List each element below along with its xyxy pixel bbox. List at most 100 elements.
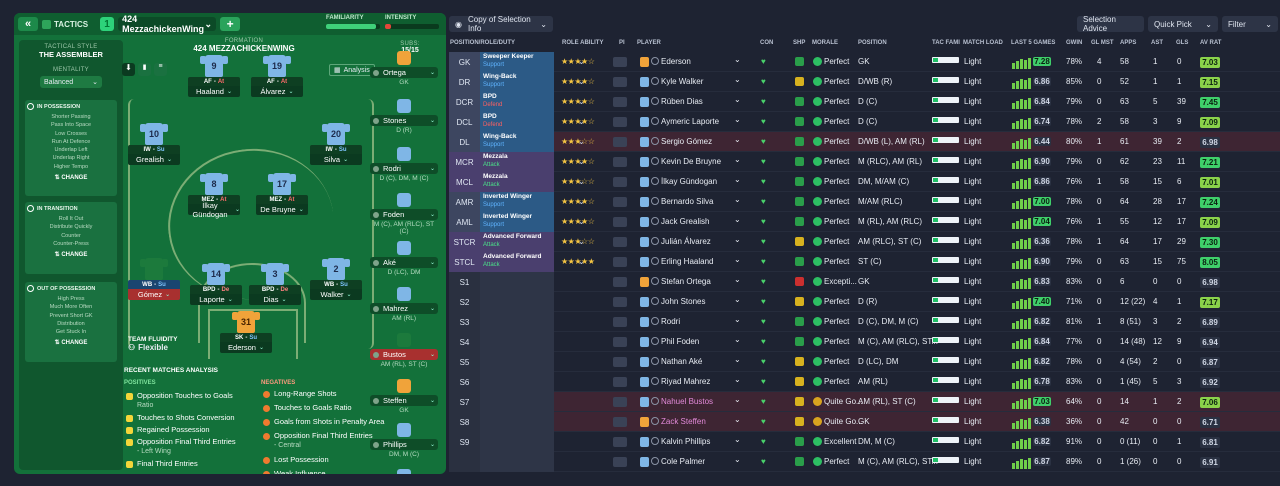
player-name-select[interactable]: İlkay Gündogan ⌄ (188, 201, 240, 219)
change-possession-button[interactable]: ⇅ CHANGE (54, 175, 88, 182)
player-name[interactable]: Cole Palmer (661, 457, 706, 466)
table-row[interactable]: DR Wing-Back Support ⌄ ★★★★☆ Kyle Walker ⌄ ♥ Per… (449, 72, 1280, 92)
player-instructions-icon[interactable] (613, 97, 627, 107)
table-row[interactable]: STCR Advanced Forward Attack ⌄ ★★★☆☆ Julián Á… (449, 232, 1280, 252)
col-pi[interactable]: PI (619, 40, 625, 46)
chevron-down-icon[interactable]: ⌄ (734, 275, 741, 284)
position-cell[interactable]: AML (449, 212, 480, 232)
role-duty-cell[interactable]: Inverted Winger Support ⌄ (480, 192, 585, 212)
sub-player[interactable]: Stones ⌄ D (R) (370, 99, 438, 134)
player-instructions-icon[interactable] (613, 137, 627, 147)
player-instructions-icon[interactable] (613, 437, 627, 447)
role-duty-cell[interactable] (480, 332, 554, 352)
player-name[interactable]: Julián Álvarez (661, 237, 711, 246)
chevron-down-icon[interactable]: ⌄ (734, 255, 741, 264)
table-row[interactable]: AML Inverted Winger Support ⌄ ★★★★☆ Jack Grea… (449, 212, 1280, 232)
col-gl-mst[interactable]: GL MST (1091, 40, 1114, 46)
player-card[interactable]: 8 MEZ - At İlkay Gündogan ⌄ (188, 173, 240, 219)
table-row[interactable]: S8 Zack Steffen ⌄ ♥ Quite Go... GK Light 6.38 36… (449, 412, 1280, 432)
position-cell[interactable]: S3 (449, 312, 480, 332)
position-cell[interactable]: GK (449, 52, 480, 72)
player-instructions-icon[interactable] (613, 117, 627, 127)
role-duty-cell[interactable] (480, 312, 554, 332)
player-role-duty[interactable]: IW - Su (310, 145, 362, 154)
player-name-select[interactable]: Gómez ⌄ (128, 289, 180, 300)
player-name[interactable]: Erling Haaland (661, 257, 714, 266)
player-card[interactable]: WB - Su Gómez ⌄ (128, 258, 180, 300)
player-instructions-icon[interactable] (613, 217, 627, 227)
player-name[interactable]: İlkay Gündogan (661, 177, 718, 186)
position-cell[interactable]: S6 (449, 372, 480, 392)
role-duty-cell[interactable]: Advanced Forward Attack ⌄ (480, 252, 585, 272)
player-role-duty[interactable]: BPD - De (190, 285, 242, 294)
sub-player[interactable]: Phillips ⌄ DM, M (C) (370, 423, 438, 458)
position-cell[interactable]: S5 (449, 352, 480, 372)
position-cell[interactable]: STCR (449, 232, 480, 252)
player-name[interactable]: Nahuel Bustos (661, 397, 714, 406)
table-row[interactable]: DCL BPD Defend ⌄ ★★★★☆ Aymeric Laporte ⌄ ♥ Perfe… (449, 112, 1280, 132)
player-instructions-icon[interactable] (613, 177, 627, 187)
col-morale[interactable]: MORALE (812, 40, 838, 46)
col-player[interactable]: PLAYER (637, 40, 661, 46)
table-row[interactable]: GK Sweeper Keeper Support ⌄ ★★★★☆ Ederson ⌄ ♥ Pe… (449, 52, 1280, 72)
table-row[interactable]: AMR Inverted Winger Support ⌄ ★★★★☆ Bernardo … (449, 192, 1280, 212)
change-transition-button[interactable]: ⇅ CHANGE (54, 252, 88, 259)
player-role-duty[interactable]: AF - At (188, 77, 240, 86)
position-cell[interactable]: S8 (449, 412, 480, 432)
col-last-5[interactable]: LAST 5 GAMES (1011, 40, 1056, 46)
copy-selection-info-select[interactable]: ◉ Copy of Selection Info ⌄ (449, 15, 553, 33)
player-name[interactable]: Rodri (661, 317, 681, 326)
player-instructions-icon[interactable] (613, 277, 627, 287)
player-name[interactable]: Riyad Mahrez (661, 377, 711, 386)
player-instructions-icon[interactable] (613, 457, 627, 467)
player-name[interactable]: Sergio Gómez (661, 137, 713, 146)
chevron-down-icon[interactable]: ⌄ (734, 215, 741, 224)
chevron-down-icon[interactable]: ⌄ (734, 415, 741, 424)
player-card[interactable]: 3 BPD - De Dias ⌄ (249, 263, 301, 305)
chevron-down-icon[interactable]: ⌄ (734, 435, 741, 444)
role-duty-cell[interactable]: BPD Defend ⌄ (480, 112, 585, 132)
player-instructions-icon[interactable] (613, 377, 627, 387)
player-instructions-icon[interactable] (613, 157, 627, 167)
position-cell[interactable]: STCL (449, 252, 480, 272)
position-cell[interactable]: S9 (449, 432, 480, 452)
col-position[interactable]: POSITION (858, 40, 887, 46)
chevron-down-icon[interactable]: ⌄ (734, 175, 741, 184)
col-gwin[interactable]: GWIN (1066, 40, 1083, 46)
add-tactic-button[interactable]: + (220, 17, 241, 31)
role-duty-cell[interactable] (480, 452, 554, 472)
table-row[interactable]: STCL Advanced Forward Attack ⌄ ★★★★★ Erling H… (449, 252, 1280, 272)
col-match-load[interactable]: MATCH LOAD (963, 40, 1003, 46)
player-instructions-icon[interactable] (613, 337, 627, 347)
player-card[interactable]: 2 WB - Su Walker ⌄ (310, 258, 362, 300)
chevron-down-icon[interactable]: ⌄ (734, 155, 741, 164)
player-instructions-icon[interactable] (613, 317, 627, 327)
table-row[interactable]: Cole Palmer ⌄ ♥ Perfect M (C), AM (RLC), ST.… (449, 452, 1280, 472)
position-cell[interactable]: S4 (449, 332, 480, 352)
player-role-duty[interactable]: AF - At (251, 77, 303, 86)
in-transition-box[interactable]: IN TRANSITION Roll It Out Distribute Quic… (25, 202, 117, 274)
chevron-down-icon[interactable]: ⌄ (734, 335, 741, 344)
player-instructions-icon[interactable] (613, 297, 627, 307)
role-duty-cell[interactable] (480, 352, 554, 372)
player-name[interactable]: John Stones (661, 297, 706, 306)
position-cell[interactable]: MCL (449, 172, 480, 192)
player-name[interactable]: Jack Grealish (661, 217, 710, 226)
position-cell[interactable]: DCL (449, 112, 480, 132)
download-icon[interactable]: ⬇ (122, 63, 135, 76)
sub-player[interactable]: Foden ⌄ M (C), AM (RLC), ST (C) (370, 193, 438, 235)
player-card[interactable]: 19 AF - At Álvarez ⌄ (251, 55, 303, 97)
player-role-duty[interactable]: MEZ - At (256, 195, 308, 204)
player-name-select[interactable]: Dias ⌄ (249, 294, 301, 305)
player-name-select[interactable]: Álvarez ⌄ (251, 86, 303, 97)
out-of-possession-box[interactable]: OUT OF POSSESSION High Press Much More Of… (25, 282, 117, 362)
col-apps[interactable]: APPS (1120, 40, 1137, 46)
player-name-select[interactable]: Laporte ⌄ (190, 294, 242, 305)
chevron-down-icon[interactable]: ⌄ (734, 355, 741, 364)
sub-name-select[interactable]: Aké ⌄ (370, 257, 438, 268)
table-row[interactable]: S1 Stefan Ortega ⌄ ♥ Excepti... GK Light 6.83 83… (449, 272, 1280, 292)
chevron-down-icon[interactable]: ⌄ (734, 375, 741, 384)
player-card[interactable]: 31 SK - Su Ederson ⌄ (220, 311, 272, 353)
player-instructions-icon[interactable] (613, 237, 627, 247)
sub-player[interactable]: Ortega ⌄ GK (370, 51, 438, 86)
